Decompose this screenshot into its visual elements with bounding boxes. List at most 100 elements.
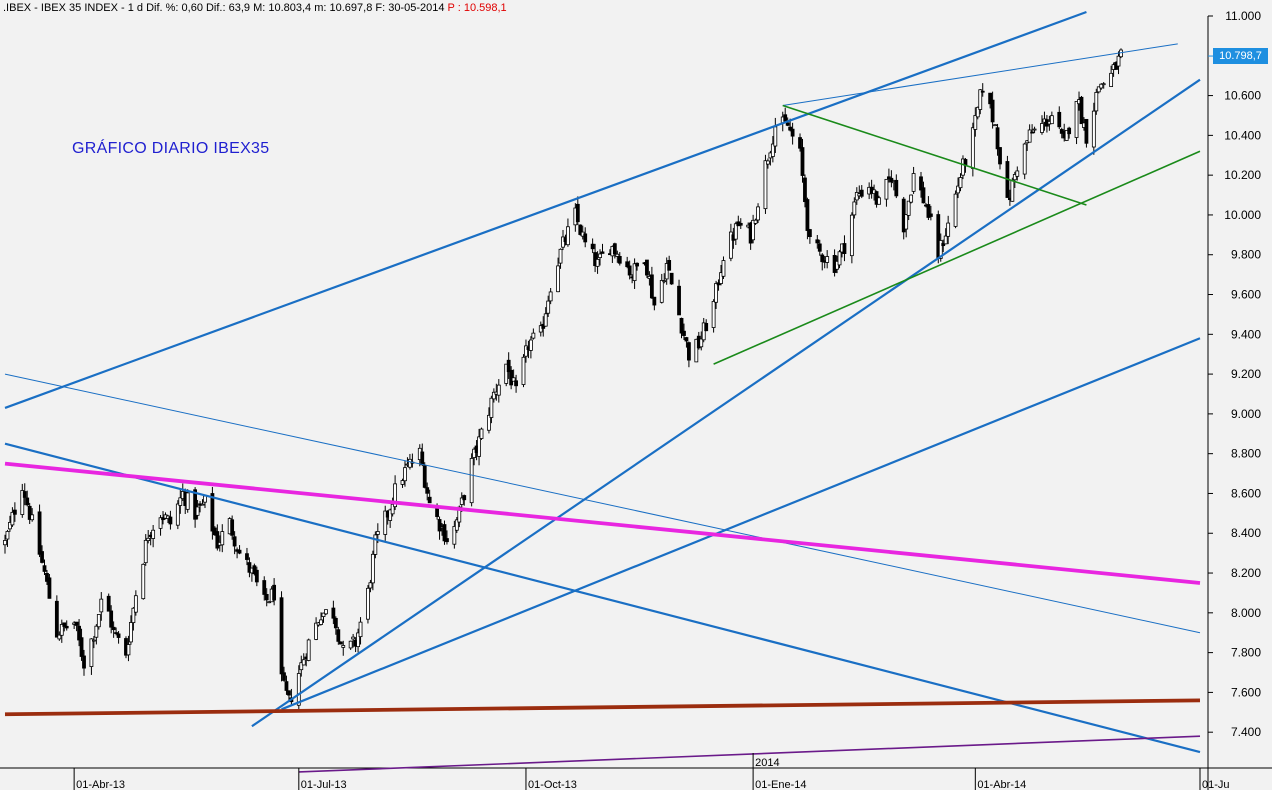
candle-up xyxy=(403,467,407,482)
y-tick-label: 9.000 xyxy=(1231,407,1261,421)
candle-up xyxy=(953,193,958,227)
candle-up xyxy=(400,480,405,485)
candle-up xyxy=(94,625,99,638)
candle-up xyxy=(1109,72,1114,87)
candle-up xyxy=(721,260,726,277)
candle-down xyxy=(282,672,286,681)
candle-up xyxy=(632,263,637,281)
candle-up xyxy=(477,436,481,457)
candle-up xyxy=(543,313,548,327)
blue-trend-line xyxy=(251,78,1201,728)
candle-down xyxy=(422,465,427,488)
candle-up xyxy=(751,219,756,241)
candle-down xyxy=(462,495,467,501)
candle-up xyxy=(1022,143,1027,175)
candle-down xyxy=(254,569,259,583)
candle-up xyxy=(1012,174,1017,181)
candle-up xyxy=(773,126,778,147)
quote-info: - 1 d Dif. %: 0,60 Dif.: 63,9 M: 10.803,… xyxy=(117,2,448,14)
candle-up xyxy=(1116,55,1121,67)
candle-up xyxy=(20,490,25,515)
candle-down xyxy=(590,243,595,250)
candle-up xyxy=(306,639,311,661)
candle-up xyxy=(958,177,963,189)
candle-up xyxy=(728,231,733,259)
candle-up xyxy=(877,197,881,205)
candle-down xyxy=(617,255,622,264)
candle-down xyxy=(600,251,605,254)
candle-down xyxy=(645,259,649,276)
year-marker-label: 2014 xyxy=(755,757,779,769)
candle-up xyxy=(538,325,543,333)
candle-down xyxy=(798,137,802,149)
candle-down xyxy=(783,114,788,122)
candle-down xyxy=(785,122,790,126)
candle-down xyxy=(42,565,47,572)
candle-up xyxy=(491,391,496,400)
candle-down xyxy=(684,337,689,342)
candle-down xyxy=(919,176,923,191)
candle-up xyxy=(351,636,356,640)
candle-down xyxy=(245,553,249,560)
blue-trend-line xyxy=(4,373,1201,634)
candle-up xyxy=(825,256,830,263)
candle-up xyxy=(943,235,948,245)
candle-up xyxy=(961,158,965,176)
candle-down xyxy=(252,565,257,575)
candle-up xyxy=(849,214,854,257)
candle-up xyxy=(1040,123,1044,133)
candle-down xyxy=(1030,131,1035,134)
candle-up xyxy=(598,253,602,258)
candle-down xyxy=(420,451,425,466)
candle-down xyxy=(82,655,86,669)
candle-down xyxy=(331,607,336,619)
candle-down xyxy=(889,177,894,183)
candle-down xyxy=(64,625,69,629)
candle-up xyxy=(319,619,323,625)
candle-up xyxy=(701,322,706,341)
candle-up xyxy=(1101,83,1106,86)
y-tick-label: 8.000 xyxy=(1231,606,1261,620)
candle-up xyxy=(561,236,565,248)
candle-down xyxy=(445,538,449,543)
purple-trend-line xyxy=(298,735,1201,773)
candle-down xyxy=(37,511,42,555)
candle-down xyxy=(284,681,289,691)
candle-up xyxy=(469,458,474,504)
y-tick-label: 7.800 xyxy=(1231,646,1261,660)
green-trend-line xyxy=(782,104,1087,206)
candle-up xyxy=(1010,180,1015,202)
candle-up xyxy=(368,582,373,589)
candle-down xyxy=(652,296,657,306)
candle-up xyxy=(299,662,304,671)
candle-up xyxy=(454,519,459,531)
candle-down xyxy=(800,147,805,176)
candle-up xyxy=(178,497,183,506)
candle-down xyxy=(704,323,709,332)
candle-up xyxy=(956,185,960,194)
candle-up xyxy=(938,240,943,259)
candle-down xyxy=(980,90,985,93)
chart-title: GRÁFICO DIARIO IBEX35 xyxy=(72,140,270,157)
candle-up xyxy=(556,265,560,293)
candle-up xyxy=(970,127,975,169)
candle-up xyxy=(57,634,62,640)
candle-up xyxy=(375,531,380,535)
candle-up xyxy=(487,414,491,431)
candle-down xyxy=(25,497,30,506)
candle-down xyxy=(264,594,269,601)
y-tick-label: 10.400 xyxy=(1224,128,1261,142)
candle-up xyxy=(1027,129,1032,143)
candle-up xyxy=(459,497,464,505)
p-value: P : 10.598,1 xyxy=(447,2,507,14)
candle-up xyxy=(220,531,225,546)
candle-down xyxy=(990,99,995,123)
x-tick-label: 01-Jul-13 xyxy=(301,779,347,790)
candle-up xyxy=(133,595,138,613)
candle-up xyxy=(1064,129,1069,141)
candle-down xyxy=(79,637,84,657)
candle-up xyxy=(993,124,997,127)
candle-up xyxy=(129,622,133,643)
